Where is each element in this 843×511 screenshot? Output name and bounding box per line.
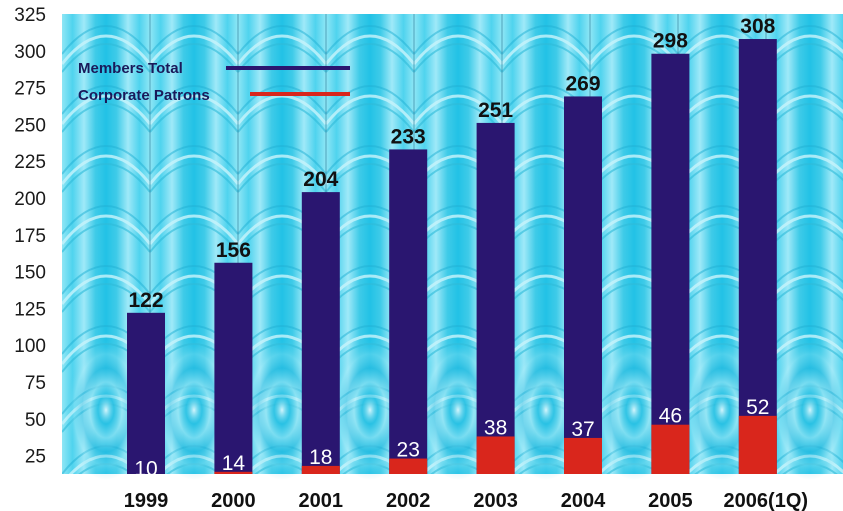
background-ripple — [770, 340, 843, 480]
data-label-members-total: 251 — [478, 99, 513, 122]
data-label-corporate-patrons: 18 — [309, 446, 332, 469]
y-tick-label: 250 — [14, 115, 46, 136]
y-tick-label: 125 — [14, 299, 46, 320]
x-tick-label: 1999 — [124, 490, 169, 511]
y-tick-label: 325 — [14, 5, 46, 26]
y-tick-label: 100 — [14, 336, 46, 357]
y-tick-label: 225 — [14, 152, 46, 173]
data-label-members-total: 298 — [653, 30, 688, 53]
y-axis: 25 50 75 100 125 150 175 200 225 250 275 300 325 — [14, 5, 46, 468]
x-tick-label: 2000 — [211, 490, 256, 511]
plot-background — [62, 14, 843, 480]
y-tick-label: 75 — [25, 373, 46, 394]
data-label-corporate-patrons: 23 — [397, 439, 420, 462]
bar-corporate-patrons — [389, 458, 428, 474]
data-label-members-total: 233 — [391, 125, 426, 148]
data-label-members-total: 204 — [303, 168, 338, 191]
y-tick-label: 275 — [14, 79, 46, 100]
x-tick-label: 2003 — [473, 490, 518, 511]
bar-corporate-patrons — [301, 465, 340, 474]
bar-members-total — [214, 262, 253, 474]
bar-corporate-patrons — [738, 415, 777, 474]
data-label-members-total: 156 — [216, 239, 251, 262]
x-tick-label: 2004 — [561, 490, 606, 511]
x-tick-label: 2001 — [299, 490, 344, 511]
y-tick-label: 175 — [14, 226, 46, 247]
data-label-corporate-patrons: 37 — [571, 418, 594, 441]
x-axis: 1999 2000 2001 2002 2003 2004 2005 2006(1Q) — [124, 490, 808, 511]
data-label-members-total: 308 — [740, 15, 775, 38]
legend: Members Total Corporate Patrons — [78, 60, 350, 104]
y-tick-label: 25 — [25, 447, 46, 468]
data-label-corporate-patrons: 10 — [134, 458, 157, 481]
legend-label-members-total: Members Total — [78, 60, 183, 77]
y-tick-label: 300 — [14, 42, 46, 63]
x-tick-label: 2002 — [386, 490, 431, 511]
bars: 122 10 156 14 204 18 233 23 251 38 269 37 298 46 308 52 — [127, 15, 777, 481]
data-label-corporate-patrons: 14 — [222, 452, 246, 475]
data-label-corporate-patrons: 52 — [746, 396, 769, 419]
y-tick-label: 50 — [25, 410, 46, 431]
data-label-members-total: 122 — [128, 289, 163, 312]
bar-corporate-patrons — [214, 471, 253, 474]
bar-corporate-patrons — [651, 424, 690, 474]
background-ripple — [66, 340, 146, 480]
y-tick-label: 200 — [14, 189, 46, 210]
data-label-members-total: 269 — [565, 72, 600, 95]
bar-members-total — [564, 96, 602, 474]
bar-corporate-patrons — [476, 436, 515, 474]
y-tick-label: 150 — [14, 263, 46, 284]
x-tick-label: 2006(1Q) — [724, 490, 809, 511]
bar-members-total — [651, 53, 690, 475]
bar-members-total — [301, 192, 340, 474]
bar-members-total — [389, 149, 428, 474]
data-label-corporate-patrons: 46 — [659, 405, 682, 428]
background-ripple — [154, 340, 234, 480]
bar-members-total — [476, 122, 515, 474]
x-tick-label: 2005 — [648, 490, 693, 511]
bar-members-total — [127, 312, 165, 474]
legend-label-corporate-patrons: Corporate Patrons — [78, 87, 210, 104]
bar-corporate-patrons — [564, 437, 602, 474]
data-label-corporate-patrons: 38 — [484, 416, 507, 439]
bar-members-total — [738, 39, 777, 475]
